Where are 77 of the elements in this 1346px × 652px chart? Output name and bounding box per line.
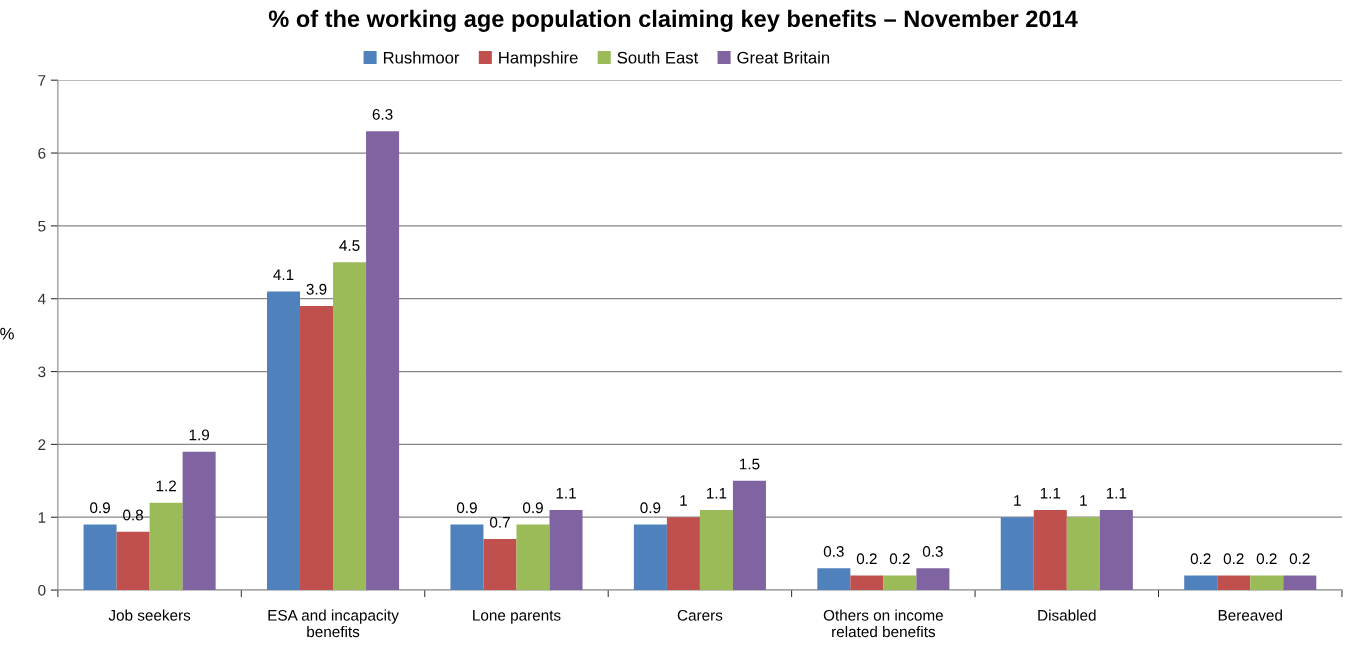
data-label: 1.1 — [706, 487, 727, 499]
data-label: 0.9 — [522, 502, 543, 514]
y-axis-title: % — [0, 327, 14, 340]
bar — [300, 305, 334, 591]
data-label: 1.1 — [556, 487, 576, 499]
bar — [1000, 517, 1034, 591]
data-label: 0.2 — [889, 553, 910, 565]
legend-label: South East — [617, 51, 699, 64]
bar — [483, 539, 517, 591]
bar — [817, 568, 851, 591]
data-label: 0.2 — [1190, 553, 1211, 565]
y-tick-label: 4 — [37, 293, 46, 305]
data-label: 1 — [680, 495, 687, 506]
bar — [916, 568, 950, 591]
data-label: 0.2 — [1289, 553, 1310, 565]
bar — [83, 524, 117, 591]
data-label: 0.3 — [823, 546, 844, 557]
bar — [732, 480, 766, 591]
data-label: 1.2 — [156, 480, 176, 492]
bar — [1184, 575, 1218, 591]
y-tick-label: 1 — [38, 512, 46, 523]
legend-label: Great Britain — [737, 51, 830, 64]
chart-title: % of the working age population claiming key benefits – November 2014 — [268, 9, 1078, 32]
bar — [366, 131, 400, 591]
x-tick-label: Bereaved — [1218, 609, 1282, 621]
y-tick-label: 3 — [38, 366, 46, 378]
bar — [633, 524, 667, 591]
data-label: 0.9 — [90, 502, 110, 514]
data-label: 0.2 — [1223, 553, 1244, 565]
data-label: 0.2 — [1256, 553, 1277, 565]
y-tick-label: 5 — [38, 220, 46, 232]
bar — [267, 291, 301, 591]
data-label: 1 — [1080, 495, 1087, 506]
y-tick-label: 0 — [38, 584, 46, 596]
bar — [1283, 575, 1317, 591]
x-tick-label: Lone parents — [473, 610, 561, 624]
data-label: 1.1 — [1040, 487, 1061, 499]
data-label: 0.2 — [856, 553, 877, 565]
data-label: 1.9 — [189, 429, 210, 441]
y-tick-label: 6 — [38, 147, 46, 159]
bar — [1099, 509, 1133, 591]
bar — [116, 531, 150, 591]
data-label: 0.9 — [456, 502, 477, 514]
data-label: 4.1 — [273, 269, 294, 280]
bar — [1250, 575, 1284, 591]
data-label: 1.5 — [740, 458, 760, 470]
bar — [333, 262, 367, 591]
data-label: 4.5 — [339, 240, 360, 251]
data-label: 1 — [1014, 495, 1021, 506]
bar — [883, 575, 917, 591]
data-label: 0.8 — [123, 509, 144, 521]
data-label: 3.9 — [306, 283, 327, 295]
bar — [450, 524, 484, 591]
x-tick-label: Disabled — [1038, 609, 1096, 621]
data-label: 0.3 — [922, 546, 943, 557]
y-tick-label: 2 — [38, 439, 46, 450]
data-label: 1.1 — [1106, 487, 1127, 499]
x-tick-label: Job seekers — [108, 609, 191, 621]
bar — [1217, 575, 1251, 591]
x-tick-label: Others on income related benefits — [823, 609, 943, 638]
legend-label: Rushmoor — [383, 51, 460, 64]
legend-label: Hampshire — [499, 51, 578, 67]
bar — [549, 509, 583, 591]
bar — [666, 517, 700, 591]
x-tick-label: Carers — [677, 609, 723, 621]
bar — [850, 575, 884, 591]
bar — [1066, 517, 1100, 591]
bar — [149, 502, 183, 591]
y-tick-label: 7 — [38, 75, 46, 86]
bar — [1033, 509, 1067, 591]
data-label: 0.9 — [640, 502, 661, 514]
bar — [182, 451, 216, 591]
bar — [699, 509, 733, 591]
x-tick-label: ESA and incapacity benefits — [268, 609, 399, 638]
data-label: 6.3 — [372, 109, 393, 120]
data-label: 0.7 — [489, 516, 510, 528]
bar — [516, 524, 550, 591]
